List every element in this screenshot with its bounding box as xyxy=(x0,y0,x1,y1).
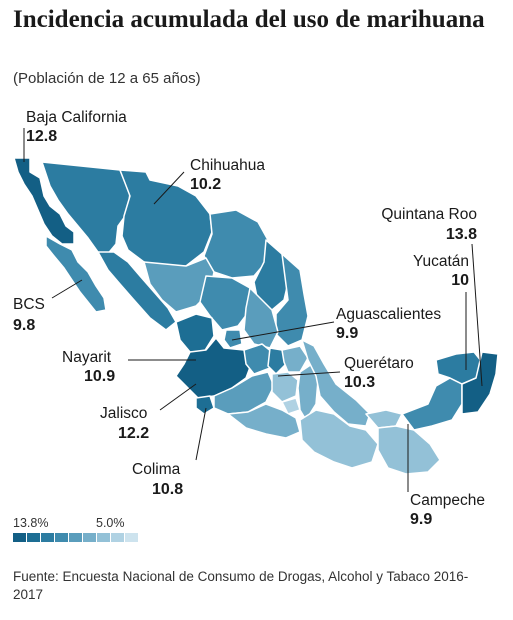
legend-color-scale xyxy=(13,533,139,542)
leader-bcs xyxy=(51,279,83,299)
value-baja-california: 12.8 xyxy=(26,128,58,145)
state-michoacan xyxy=(213,371,275,415)
state-chiapas xyxy=(377,425,441,475)
state-tabasco xyxy=(365,409,403,429)
label-campeche: Campeche xyxy=(410,492,485,509)
legend-swatch xyxy=(111,533,124,542)
label-queretaro: Querétaro xyxy=(344,355,414,372)
leader-queretaro xyxy=(277,371,341,377)
value-campeche: 9.9 xyxy=(410,511,433,528)
label-baja-california: Baja California xyxy=(26,109,127,126)
state-quintana-roo[interactable] xyxy=(461,351,499,415)
state-guerrero xyxy=(227,403,301,439)
label-jalisco: Jalisco xyxy=(100,405,148,422)
legend-swatch xyxy=(69,533,82,542)
legend-swatch xyxy=(27,533,40,542)
value-nayarit: 10.9 xyxy=(84,368,116,385)
state-chihuahua[interactable] xyxy=(119,169,213,269)
state-hidalgo xyxy=(281,345,309,373)
value-jalisco: 12.2 xyxy=(118,425,150,442)
legend-swatch xyxy=(41,533,54,542)
state-tamaulipas xyxy=(275,253,309,347)
state-veracruz xyxy=(301,339,371,427)
state-nayarit[interactable] xyxy=(175,313,215,353)
state-colima[interactable] xyxy=(195,395,215,415)
legend-min-label: 5.0% xyxy=(96,516,125,530)
label-aguascalientes: Aguascalientes xyxy=(336,306,442,323)
legend-swatch xyxy=(55,533,68,542)
label-chihuahua: Chihuahua xyxy=(190,157,265,174)
legend-swatch xyxy=(125,533,138,542)
leader-colima xyxy=(195,407,207,461)
label-colima: Colima xyxy=(132,461,181,478)
value-queretaro: 10.3 xyxy=(344,374,376,391)
leader-aguascalientes xyxy=(231,321,335,341)
legend-swatch xyxy=(13,533,26,542)
legend-swatch xyxy=(83,533,96,542)
page-subtitle: (Población de 12 a 65 años) xyxy=(13,70,201,87)
legend-swatch xyxy=(97,533,110,542)
state-zacatecas xyxy=(199,275,251,331)
value-yucatan: 10 xyxy=(451,272,469,289)
value-colima: 10.8 xyxy=(152,481,184,498)
leader-quintana-roo xyxy=(471,243,483,387)
value-aguascalientes: 9.9 xyxy=(336,325,359,342)
label-yucatan: Yucatán xyxy=(412,253,469,270)
state-bcs[interactable] xyxy=(45,235,107,313)
label-bcs: BCS xyxy=(13,296,45,313)
legend-max-label: 13.8% xyxy=(13,516,49,530)
value-quintana-roo: 13.8 xyxy=(445,226,477,243)
state-campeche[interactable] xyxy=(401,377,463,431)
label-nayarit: Nayarit xyxy=(62,349,112,366)
value-chihuahua: 10.2 xyxy=(190,176,222,193)
state-oaxaca xyxy=(299,409,379,469)
state-queretaro[interactable] xyxy=(267,347,287,375)
label-quintana-roo: Quintana Roo xyxy=(381,206,477,223)
leader-jalisco xyxy=(159,383,197,411)
mexico-map xyxy=(13,128,499,492)
state-edomex xyxy=(271,371,299,403)
state-coahuila xyxy=(203,209,269,279)
leader-chihuahua xyxy=(153,171,185,205)
state-baja-california[interactable] xyxy=(13,157,75,245)
value-bcs: 9.8 xyxy=(13,317,36,334)
page-title: Incidencia acumulada del uso de marihuan… xyxy=(13,6,485,33)
state-aguascalientes[interactable] xyxy=(223,329,243,349)
source-note: Fuente: Encuesta Nacional de Consumo de … xyxy=(13,569,469,602)
